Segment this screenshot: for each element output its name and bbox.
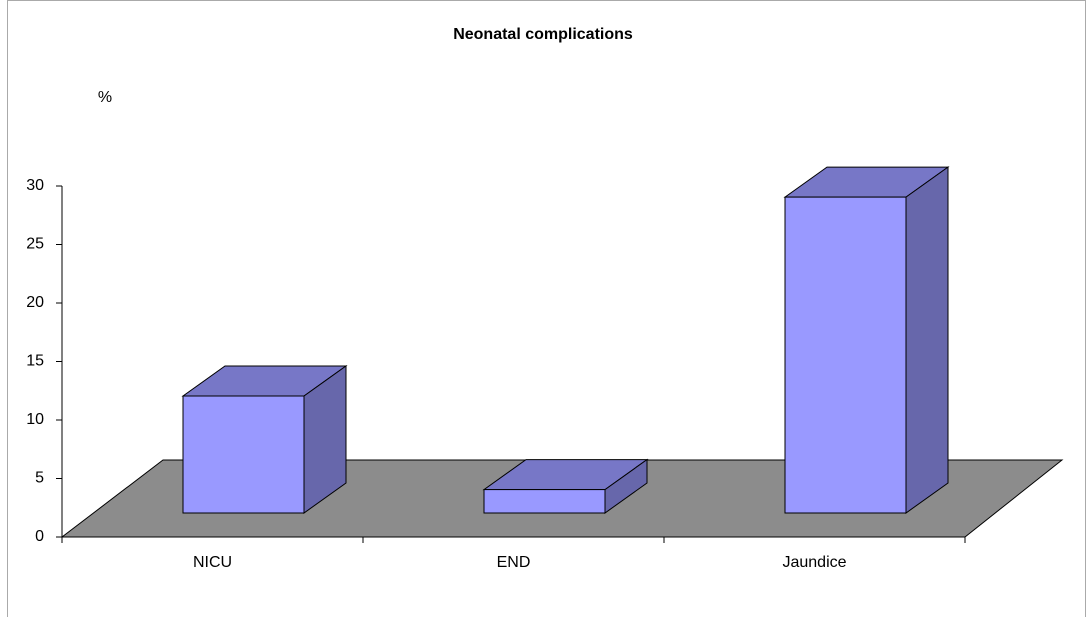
y-tick-label: 15	[26, 353, 44, 370]
chart-title: Neonatal complications	[453, 26, 633, 43]
bar-side	[905, 166, 949, 514]
x-tick-label: NICU	[193, 554, 232, 571]
y-tick-label: 5	[35, 470, 44, 487]
y-tick-label: 20	[26, 294, 44, 311]
x-tick-label: END	[497, 554, 531, 571]
y-axis-label: %	[98, 89, 112, 106]
x-tick-label: Jaundice	[782, 554, 846, 571]
y-tick-label: 25	[26, 236, 44, 253]
y-tick-label: 30	[26, 177, 44, 194]
y-tick-label: 0	[35, 528, 44, 545]
y-tick-label: 10	[26, 411, 44, 428]
bar	[784, 196, 907, 514]
bar	[182, 395, 305, 514]
bar	[483, 489, 606, 514]
